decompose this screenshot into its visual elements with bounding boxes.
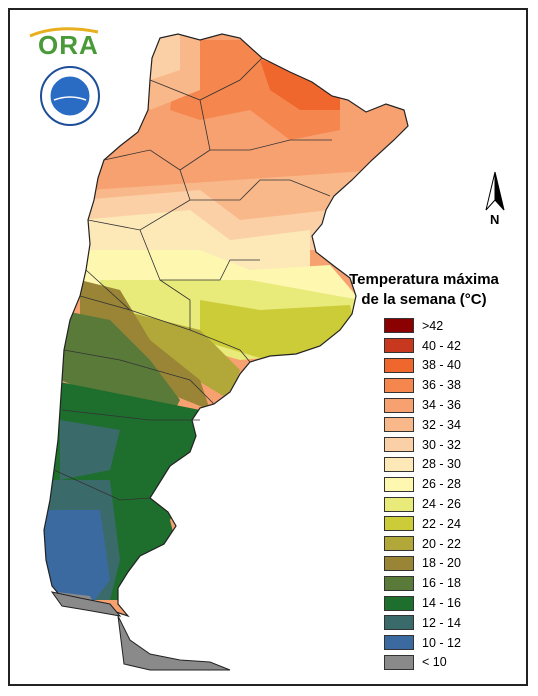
legend-item: 32 - 34 [384,415,461,435]
north-label: N [490,212,500,227]
legend-swatch [384,456,414,472]
zone-18-20 [80,280,210,410]
legend-title-line1: Temperatura máxima [349,271,499,288]
legend-item: 16 - 18 [384,573,461,593]
legend-item: 28 - 30 [384,455,461,475]
map-frame [8,8,528,686]
legend-item: 24 - 26 [384,494,461,514]
tierra-del-fuego [117,615,231,671]
legend-swatch [384,357,414,373]
legend-title: Temperatura máxima de la semana (°C) [344,270,504,310]
legend-swatch [384,377,414,393]
legend-item: 40 - 42 [384,336,461,356]
legend-swatch [384,476,414,492]
legend-item: 30 - 32 [384,435,461,455]
legend-label: 24 - 26 [422,497,461,512]
legend-item: 26 - 28 [384,474,461,494]
zone-38-40 [260,60,340,110]
ora-logo: ORA [29,27,99,60]
zone-16-18 [60,310,180,420]
north-arrow: N [478,170,512,230]
legend-swatch [384,516,414,532]
legend-label: 16 - 18 [422,576,461,591]
legend-item: 38 - 40 [384,356,461,376]
legend-label: < 10 [422,655,447,670]
legend-swatch [384,417,414,433]
province-borders [53,57,332,501]
legend-label: 34 - 36 [422,398,461,413]
legend-item: 10 - 12 [384,633,461,653]
legend-label: 20 - 22 [422,536,461,551]
legend-label: 40 - 42 [422,338,461,353]
legend-swatch [384,338,414,354]
legend-label: >42 [422,318,444,333]
legend-swatch [384,397,414,413]
legend-item: 14 - 16 [384,593,461,613]
seal-icon [40,66,100,126]
legend-item: 36 - 38 [384,375,461,395]
legend-swatch [384,318,414,334]
zone-22-24 [200,300,360,358]
north-arrow-icon [485,171,505,211]
legend-item: 34 - 36 [384,395,461,415]
zone-12-14-north [60,420,120,480]
legend-item: 20 - 22 [384,534,461,554]
legend-label: 10 - 12 [422,635,461,650]
legend-label: 12 - 14 [422,615,461,630]
smn-seal [40,66,100,126]
legend-swatch [384,595,414,611]
legend-label: 22 - 24 [422,516,461,531]
legend-label: 32 - 34 [422,417,461,432]
legend-label: 38 - 40 [422,358,461,373]
ora-swoosh-icon [29,27,99,38]
legend-title-line2: de la semana (°C) [361,291,487,308]
legend-swatch [384,536,414,552]
legend-item: 18 - 20 [384,554,461,574]
ora-logo-text: ORA [38,30,99,60]
legend-swatch [384,635,414,651]
legend-label: 28 - 30 [422,457,461,472]
legend-item: 22 - 24 [384,514,461,534]
legend-label: 14 - 16 [422,596,461,611]
zone-20-22 [120,310,240,400]
legend-item: >42 [384,316,461,336]
legend-swatch [384,496,414,512]
legend-label: 36 - 38 [422,378,461,393]
legend-swatch [384,654,414,670]
legend-item: < 10 [384,653,461,673]
zone-10-12 [44,510,110,606]
legend-label: 30 - 32 [422,437,461,452]
legend-swatch [384,555,414,571]
legend-swatch [384,575,414,591]
legend-item: 12 - 14 [384,613,461,633]
legend-label: 18 - 20 [422,556,461,571]
legend-swatch [384,615,414,631]
legend-label: 26 - 28 [422,477,461,492]
legend: >42 40 - 42 38 - 40 36 - 38 34 - 36 32 - 34 30… [384,316,461,672]
legend-swatch [384,437,414,453]
